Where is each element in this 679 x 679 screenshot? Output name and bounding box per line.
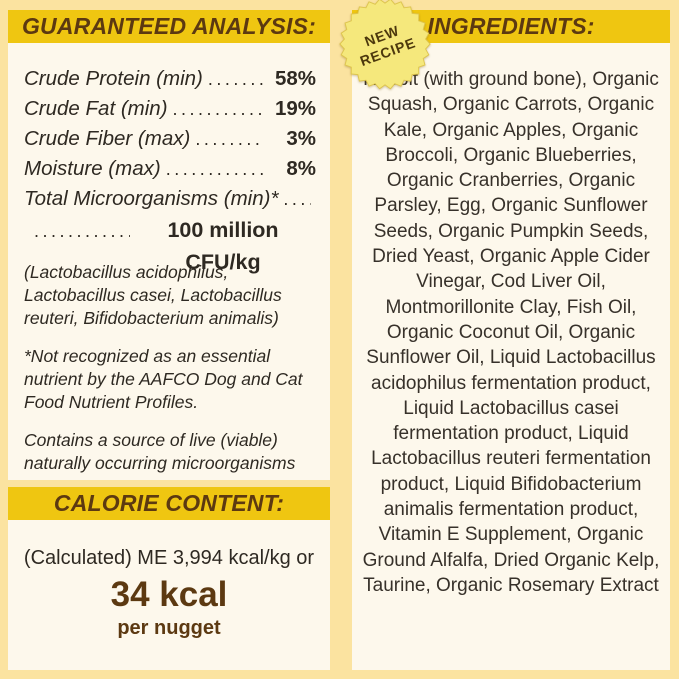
- guaranteed-analysis-panel: GUARANTEED ANALYSIS: Crude Protein (min)…: [8, 10, 330, 480]
- guaranteed-analysis-header: GUARANTEED ANALYSIS:: [8, 10, 330, 43]
- calorie-calculated-line: (Calculated) ME 3,994 kcal/kg or: [23, 547, 315, 569]
- analysis-value: 19%: [274, 97, 316, 120]
- guaranteed-analysis-title: GUARANTEED ANALYSIS:: [21, 13, 317, 39]
- analysis-row-crude-protein: Crude Protein (min) ....................…: [24, 64, 316, 94]
- ingredients-title: INGREDIENTS:: [427, 13, 595, 39]
- dot-leader: ......................................: [34, 221, 130, 241]
- cfu-row: ...................................... 1…: [24, 214, 316, 274]
- analysis-value: 58%: [274, 67, 316, 90]
- new-recipe-badge: NEW RECIPE: [338, 0, 432, 91]
- dot-leader: ......................................: [172, 99, 265, 119]
- analysis-label: Moisture (max): [24, 157, 161, 180]
- ingredients-list: Rabbit (with ground bone), Organic Squas…: [362, 69, 660, 596]
- dot-leader: ......................................: [283, 189, 311, 209]
- ingredients-panel: NEW RECIPE INGREDIENTS: Rabbit (with gro…: [339, 0, 670, 670]
- right-column: NEW RECIPE INGREDIENTS: Rabbit (with gro…: [339, 0, 670, 670]
- analysis-label: Crude Fat (min): [24, 97, 168, 120]
- badge-seal-icon: NEW RECIPE: [339, 0, 431, 90]
- dot-leader: ......................................: [207, 69, 265, 89]
- analysis-value: 3%: [286, 127, 316, 150]
- aafco-note: *Not recognized as an essential nutrient…: [24, 346, 303, 412]
- calorie-content-title: CALORIE CONTENT:: [53, 490, 285, 516]
- analysis-row-moisture: Moisture (max) .........................…: [24, 154, 316, 184]
- cfu-value: 100 million CFU/kg: [167, 218, 279, 274]
- analysis-row-crude-fat: Crude Fat (min) ........................…: [24, 94, 316, 124]
- analysis-label: Crude Protein (min): [24, 67, 203, 90]
- calorie-content-header: CALORIE CONTENT:: [8, 487, 330, 520]
- dot-leader: ......................................: [195, 129, 265, 149]
- calorie-content-body: (Calculated) ME 3,994 kcal/kg or 34 kcal…: [8, 520, 330, 640]
- guaranteed-analysis-body: Crude Protein (min) ....................…: [8, 43, 330, 475]
- analysis-row-total-microorganisms: Total Microorganisms (min)* ............…: [24, 184, 316, 214]
- organisms-note: (Lactobacillus acidophilus, Lactobacillu…: [24, 262, 282, 328]
- calorie-kcal-value: 34 kcal: [110, 575, 228, 614]
- analysis-label: Total Microorganisms (min)*: [24, 187, 279, 210]
- badge-star: [339, 0, 431, 90]
- live-microorganisms-note: Contains a source of live (viable) natur…: [24, 430, 296, 473]
- left-column: GUARANTEED ANALYSIS: Crude Protein (min)…: [8, 10, 330, 670]
- analysis-value: 8%: [286, 157, 316, 180]
- calorie-content-panel: CALORIE CONTENT: (Calculated) ME 3,994 k…: [8, 487, 330, 670]
- dot-leader: ......................................: [165, 159, 265, 179]
- calorie-per-nugget: per nugget: [117, 617, 221, 639]
- analysis-row-crude-fiber: Crude Fiber (max) ......................…: [24, 124, 316, 154]
- analysis-label: Crude Fiber (max): [24, 127, 191, 150]
